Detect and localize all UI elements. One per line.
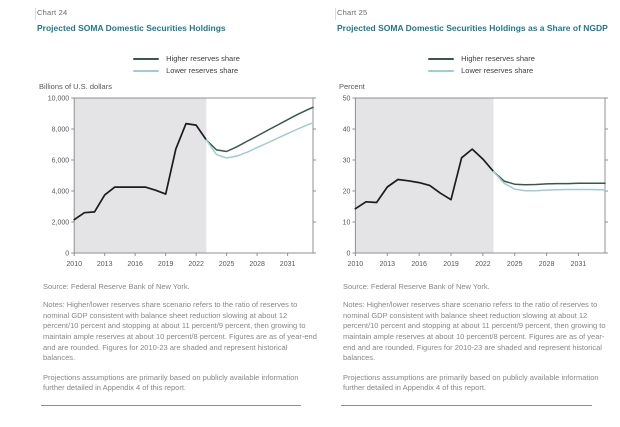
svg-text:2031: 2031 (280, 261, 296, 268)
ngdp-share-chart: 0 10 20 30 40 50 2010 2013 2016 2019 2022 2025 2028 2… (343, 96, 608, 268)
svg-text:8,000: 8,000 (52, 127, 70, 134)
legend-label: Lower reserves share (461, 66, 534, 75)
chart-title: Projected SOMA Domestic Securities Holdi… (37, 23, 226, 33)
svg-text:50: 50 (343, 96, 351, 103)
svg-text:4,000: 4,000 (52, 189, 70, 196)
svg-text:6,000: 6,000 (52, 158, 70, 165)
y-axis-unit-label: Billions of U.S. dollars (39, 82, 112, 91)
lower-series-line-swatch (133, 69, 160, 72)
svg-text:30: 30 (343, 158, 351, 165)
svg-text:2022: 2022 (475, 261, 491, 268)
svg-text:2022: 2022 (188, 261, 204, 268)
svg-text:2025: 2025 (507, 261, 523, 268)
svg-text:2016: 2016 (411, 261, 427, 268)
page-edge-mark (335, 8, 336, 20)
svg-text:2019: 2019 (443, 261, 459, 268)
section-divider (41, 405, 302, 407)
svg-text:40: 40 (343, 127, 351, 134)
legend-label: Lower reserves share (166, 66, 239, 75)
chart-number-label: Chart 24 (37, 8, 68, 17)
projections-note: Projections assumptions are primarily ba… (43, 372, 299, 393)
legend-item-higher: Higher reserves share (133, 54, 240, 63)
legend-label: Higher reserves share (461, 54, 535, 63)
section-divider (341, 405, 593, 407)
svg-text:2031: 2031 (571, 261, 587, 268)
legend-item-lower: Lower reserves share (428, 66, 533, 75)
svg-text:2013: 2013 (379, 261, 395, 268)
chart-legend: Higher reserves share Lower reserves sha… (428, 54, 535, 75)
svg-text:2019: 2019 (158, 261, 174, 268)
higher-series-line-swatch (428, 57, 455, 60)
chart-25-panel: Chart 25 Projected SOMA Domestic Securit… (335, 8, 610, 407)
chart-notes: Notes: Higher/lower reserves share scena… (43, 300, 317, 363)
legend-label: Higher reserves share (166, 54, 240, 63)
svg-text:2028: 2028 (249, 261, 265, 268)
source-note: Source: Federal Reserve Bank of New York… (43, 282, 190, 291)
svg-text:0: 0 (346, 251, 350, 258)
chart-legend: Higher reserves share Lower reserves sha… (133, 54, 240, 75)
higher-series-line-swatch (133, 57, 160, 60)
chart-title: Projected SOMA Domestic Securities Holdi… (337, 23, 608, 33)
svg-text:2016: 2016 (127, 261, 143, 268)
projections-note: Projections assumptions are primarily ba… (343, 372, 599, 393)
svg-text:2010: 2010 (348, 261, 364, 268)
svg-text:2010: 2010 (66, 261, 82, 268)
page-edge-mark (35, 8, 36, 20)
y-axis-unit-label: Percent (339, 82, 365, 91)
soma-holdings-chart: 0 2,000 4,000 6,000 8,000 10,000 2010 2013 2016 2… (48, 96, 316, 268)
svg-text:10: 10 (343, 220, 351, 227)
svg-text:0: 0 (65, 251, 69, 258)
legend-item-higher: Higher reserves share (428, 54, 535, 63)
svg-text:20: 20 (343, 189, 351, 196)
lower-series-line-swatch (428, 69, 455, 72)
svg-text:2,000: 2,000 (52, 220, 70, 227)
svg-text:2028: 2028 (539, 261, 555, 268)
chart-24-panel: Chart 24 Projected SOMA Domestic Securit… (35, 8, 320, 407)
chart-notes: Notes: Higher/lower reserves share scena… (343, 300, 606, 363)
svg-text:10,000: 10,000 (48, 96, 70, 103)
svg-text:2013: 2013 (97, 261, 113, 268)
chart-number-label: Chart 25 (337, 8, 368, 17)
source-note: Source: Federal Reserve Bank of New York… (343, 282, 490, 291)
legend-item-lower: Lower reserves share (133, 66, 238, 75)
svg-text:2025: 2025 (219, 261, 235, 268)
